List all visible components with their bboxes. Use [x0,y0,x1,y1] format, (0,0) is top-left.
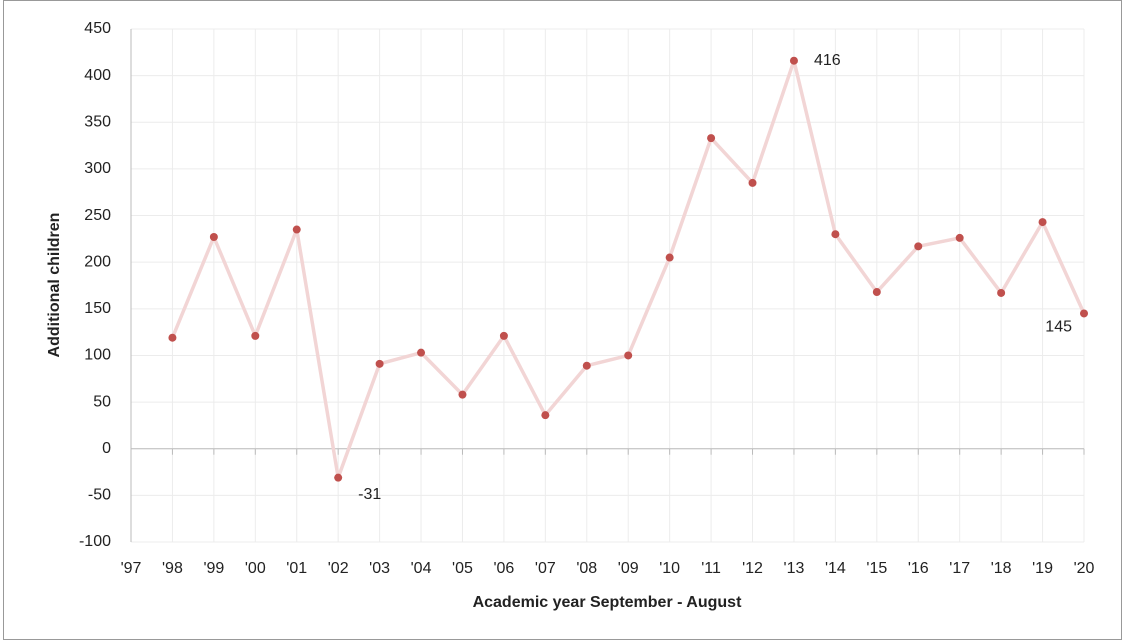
data-label: 416 [814,52,841,69]
y-tick-label: 200 [84,253,111,270]
data-point [541,411,550,420]
data-point [582,361,591,370]
x-tick-label: '08 [576,560,597,577]
data-label: 145 [1045,319,1072,336]
x-tick-label: '03 [369,560,390,577]
data-label: -31 [358,486,381,503]
data-point [997,288,1006,297]
x-tick-label: '17 [949,560,970,577]
x-tick-label: '18 [991,560,1012,577]
y-tick-label: -100 [79,533,111,550]
data-point [458,390,467,399]
data-point [1038,218,1047,227]
data-point [417,348,426,357]
data-point [499,331,508,340]
data-point [251,331,260,340]
data-point [872,288,881,297]
x-tick-label: '98 [162,560,183,577]
y-tick-label: 400 [84,67,111,84]
x-tick-label: '19 [1032,560,1053,577]
y-tick-label: 450 [84,20,111,37]
x-tick-label: '20 [1074,560,1095,577]
x-tick-label: '04 [411,560,432,577]
x-tick-label: '01 [286,560,307,577]
data-point [292,225,301,234]
y-tick-label: 300 [84,160,111,177]
data-point [707,134,716,143]
y-tick-label: 100 [84,347,111,364]
data-point [789,56,798,65]
data-point [168,333,177,342]
x-axis-title: Academic year September - August [473,594,743,611]
x-tick-label: '16 [908,560,929,577]
x-tick-label: '02 [328,560,349,577]
data-point [1080,309,1088,318]
x-tick-label: '10 [659,560,680,577]
x-tick-label: '11 [701,560,721,577]
x-tick-label: '09 [618,560,639,577]
x-tick-label: '99 [203,560,224,577]
y-axis-title: Additional children [46,213,63,358]
data-point [334,473,343,482]
x-tick-label: '06 [493,560,514,577]
x-tick-label: '00 [245,560,266,577]
x-tick-label: '15 [866,560,887,577]
x-tick-label: '07 [535,560,556,577]
x-tick-label: '05 [452,560,473,577]
data-point [209,232,218,241]
x-tick-label: '14 [825,560,846,577]
data-point [375,359,384,368]
y-tick-label: 350 [84,113,111,130]
y-tick-label: 0 [102,440,111,457]
chart-border [3,0,1122,640]
data-point [748,178,757,187]
data-point [624,351,633,360]
data-point [955,233,964,242]
y-tick-label: 250 [84,207,111,224]
data-point [914,242,923,251]
x-tick-label: '12 [742,560,763,577]
y-tick-label: 50 [93,393,111,410]
y-tick-label: -50 [88,487,111,504]
data-point [831,230,840,239]
x-tick-label: '13 [784,560,805,577]
data-point [665,253,674,262]
y-tick-label: 150 [84,300,111,317]
x-tick-label: '97 [121,560,142,577]
